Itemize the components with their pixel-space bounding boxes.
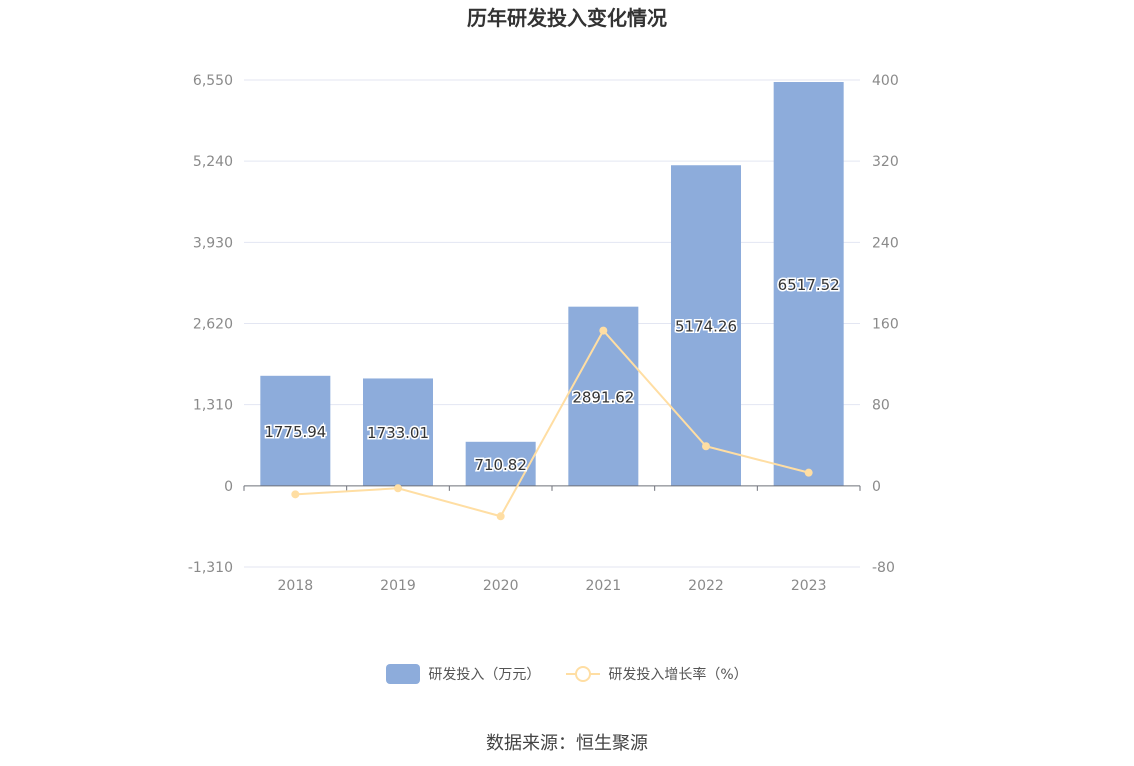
bar-value-label: 710.82 <box>474 456 527 474</box>
y-right-tick-label: 400 <box>872 73 899 89</box>
bar <box>260 375 331 486</box>
bar <box>363 378 433 486</box>
x-tick-label: 2021 <box>586 578 622 594</box>
x-tick-label: 2019 <box>380 578 416 594</box>
y-right-tick-label: 80 <box>872 398 890 414</box>
bar-value-label: 6517.52 <box>778 276 840 294</box>
growth-point <box>394 484 402 493</box>
bar <box>568 306 639 486</box>
chart-title: 历年研发投入变化情况 <box>467 6 667 30</box>
chart-canvas: -1,310 0 1,310 2,620 3,930 5,240 6,550 -80 0 80 16… <box>188 73 899 594</box>
growth-point <box>496 512 505 521</box>
y-right-tick-label: 320 <box>872 154 899 170</box>
bar-value-label: 1775.94 <box>264 423 326 441</box>
bar-value-label: 1733.01 <box>367 424 429 442</box>
legend-item-rd-investment[interactable]: 研发投入（万元） <box>386 664 540 684</box>
bar-series <box>260 82 844 486</box>
bar-value-label: 5174.26 <box>675 318 737 336</box>
x-tick-label: 2018 <box>278 578 314 594</box>
legend-line-swatch <box>566 664 601 684</box>
legend-item-growth-rate[interactable]: 研发投入增长率（%） <box>566 664 748 684</box>
growth-point <box>599 326 608 335</box>
bar <box>773 82 844 486</box>
bar <box>671 165 741 486</box>
y-left-tick-label: -1,310 <box>188 560 233 576</box>
growth-point <box>702 442 710 451</box>
x-tick-label: 2020 <box>483 578 519 594</box>
growth-point <box>291 490 300 499</box>
data-labels: 1775.94 1733.01 710.82 2891.62 5174.26 6517.5… <box>263 274 841 475</box>
bar <box>465 441 536 486</box>
y-right-tick-label: -80 <box>872 560 895 576</box>
y-left-tick-label: 3,930 <box>193 235 233 251</box>
grid-lines <box>244 79 860 568</box>
bar-value-label: 2891.62 <box>572 388 634 406</box>
y-left-tick-label: 0 <box>224 479 233 495</box>
y-left-tick-label: 2,620 <box>193 317 233 333</box>
y-left-tick-label: 6,550 <box>193 73 233 89</box>
x-tick-label: 2022 <box>688 578 724 594</box>
legend-label-rd-investment: 研发投入（万元） <box>428 667 541 683</box>
axes: -1,310 0 1,310 2,620 3,930 5,240 6,550 -80 0 80 16… <box>188 73 899 594</box>
y-left-tick-label: 5,240 <box>193 154 233 170</box>
growth-line <box>295 328 809 518</box>
x-tick-label: 2023 <box>791 578 827 594</box>
growth-line-series <box>291 326 813 521</box>
legend-bar-swatch <box>386 664 421 684</box>
y-right-tick-label: 0 <box>872 479 881 495</box>
legend-label-growth-rate: 研发投入增长率（%） <box>608 667 748 683</box>
legend: 研发投入（万元） 研发投入增长率（%） <box>0 664 1134 684</box>
y-right-tick-label: 240 <box>872 235 899 251</box>
growth-point <box>804 468 813 477</box>
data-source: 数据来源：恒生聚源 <box>486 733 648 754</box>
y-left-tick-label: 1,310 <box>193 398 233 414</box>
y-right-tick-label: 160 <box>872 317 899 333</box>
